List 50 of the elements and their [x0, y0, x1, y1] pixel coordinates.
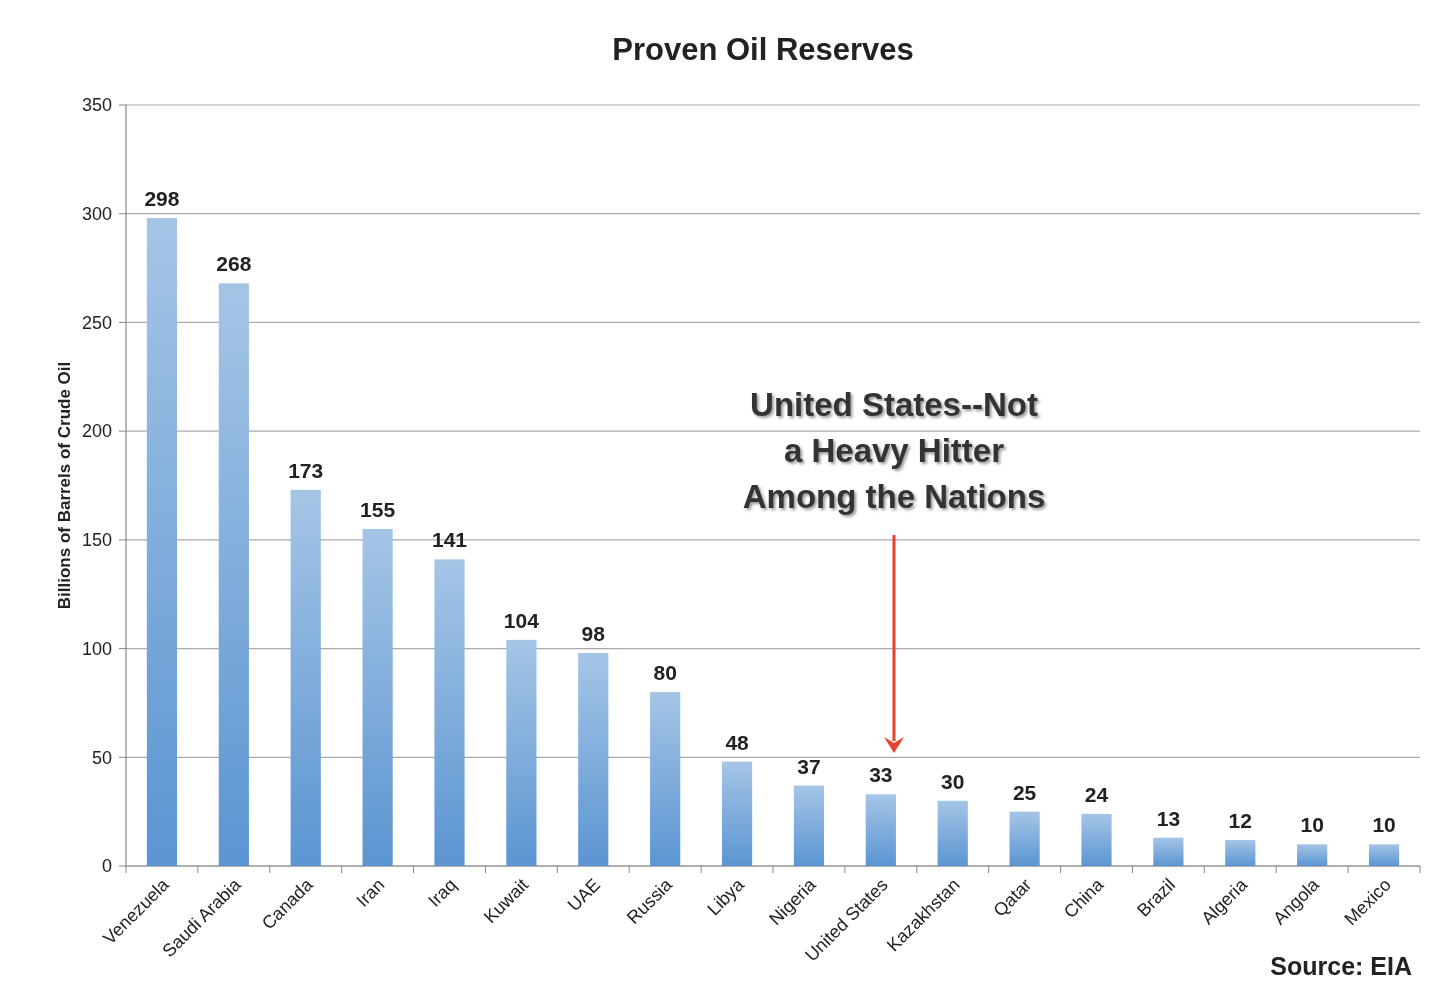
data-label: 173: [288, 458, 324, 482]
data-label: 30: [941, 769, 965, 793]
bar: [362, 528, 393, 866]
bar: [1368, 844, 1400, 866]
data-label: 298: [144, 187, 180, 211]
bar: [434, 559, 465, 866]
y-tick-label: 300: [81, 204, 112, 225]
bar: [1297, 844, 1328, 866]
data-label: 141: [431, 528, 468, 552]
y-tick-label: 50: [91, 747, 112, 768]
bar: [1009, 811, 1040, 866]
source-note: Source: EIA: [1270, 952, 1412, 980]
data-label: 13: [1156, 806, 1181, 830]
data-label: 25: [1012, 780, 1037, 804]
data-label: 268: [216, 252, 252, 276]
bar: [1153, 837, 1184, 866]
data-label: 80: [653, 661, 677, 685]
bar: [578, 652, 609, 866]
annotation: United States--Not a Heavy Hitter Among the Nations: [742, 386, 1046, 515]
data-label: 24: [1084, 782, 1109, 806]
x-tick-label: Iraq: [424, 874, 461, 911]
bar: [290, 489, 321, 866]
data-label: 155: [360, 497, 396, 521]
bar: [865, 794, 896, 866]
x-tick-label: Iran: [352, 874, 389, 911]
bar: [937, 800, 968, 866]
y-tick-label: 200: [81, 421, 112, 442]
data-label: 37: [797, 754, 821, 778]
data-label: 33: [869, 763, 893, 787]
data-label: 12: [1228, 808, 1252, 832]
y-tick-label: 150: [81, 530, 112, 551]
bar: [146, 218, 178, 866]
data-label: 10: [1372, 813, 1396, 837]
y-axis-title: Billions of Barrels of Crude Oil: [55, 361, 74, 610]
chart-title: Proven Oil Reserves: [612, 32, 914, 67]
data-label: 48: [725, 730, 750, 754]
bar: [650, 692, 681, 866]
y-tick-label: 250: [81, 312, 112, 333]
bar: [218, 283, 249, 866]
data-label: 104: [503, 608, 540, 632]
bar: [721, 761, 753, 866]
bar: [1081, 813, 1112, 866]
y-tick-label: 100: [81, 638, 112, 659]
data-label: 98: [581, 621, 606, 645]
y-tick-label: 0: [101, 856, 112, 877]
bar: [506, 639, 537, 866]
data-label: 10: [1300, 813, 1324, 837]
y-tick-label: 350: [81, 95, 112, 116]
bar: [1225, 839, 1256, 866]
bar: [793, 785, 825, 866]
